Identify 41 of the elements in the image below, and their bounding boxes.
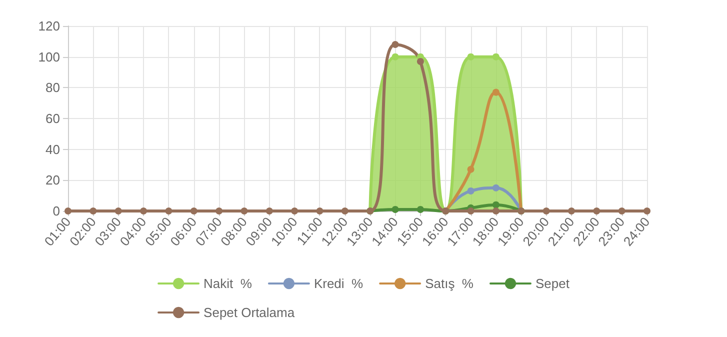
point [492, 88, 500, 96]
point [190, 208, 198, 214]
point [341, 208, 348, 214]
y-tick-label: 80 [46, 80, 60, 96]
point [392, 53, 399, 60]
y-tick-label: 40 [46, 142, 60, 157]
point [392, 41, 399, 48]
point [291, 208, 298, 214]
y-tick-label: 60 [46, 111, 60, 126]
legend-label: Nakit % [204, 276, 252, 291]
point [165, 208, 172, 214]
point [492, 201, 500, 208]
point [240, 208, 248, 214]
point [114, 208, 122, 214]
point [492, 208, 500, 214]
y-tick-label: 0 [52, 204, 60, 218]
point [392, 206, 399, 213]
point [316, 208, 324, 214]
point [266, 208, 273, 214]
point [492, 53, 500, 60]
y-tick-label: 100 [38, 49, 60, 64]
legend-label: Kredi % [314, 276, 364, 291]
y-tick-label: 120 [38, 18, 60, 34]
point [467, 166, 474, 173]
point [593, 208, 600, 214]
point [140, 208, 148, 214]
legend-label: Sepet Ortalama [204, 305, 296, 320]
legend-label: Satış % [425, 276, 474, 291]
point [416, 58, 424, 65]
point [416, 206, 424, 213]
point [568, 208, 575, 214]
point [467, 53, 474, 60]
y-tick-label: 20 [46, 172, 60, 188]
point [90, 208, 97, 214]
point [618, 208, 626, 214]
legend-label: Sepet [535, 276, 570, 291]
point [467, 187, 474, 194]
point [542, 208, 550, 214]
point [492, 184, 500, 192]
point [467, 208, 474, 214]
point [216, 208, 223, 214]
